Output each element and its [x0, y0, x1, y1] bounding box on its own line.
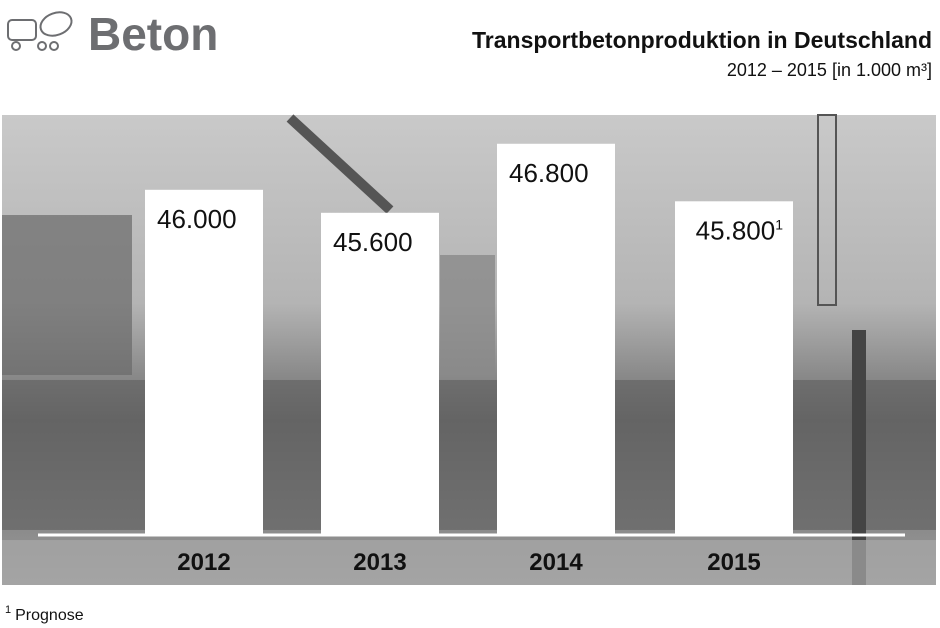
footnote-marker: 1 [5, 604, 11, 616]
chart-subtitle: 2012 – 2015 [in 1.000 m³] [727, 60, 932, 80]
bar [675, 201, 793, 535]
value-label-text: 45.600 [333, 227, 413, 257]
x-tick-label: 2013 [353, 549, 406, 576]
value-label-text: 46.800 [509, 158, 589, 188]
x-tick-label: 2012 [177, 549, 230, 576]
x-tick-label: 2015 [707, 549, 760, 576]
background-photo [2, 114, 936, 585]
bar [497, 143, 615, 535]
logo-text: Beton [88, 8, 218, 60]
logo: Beton [7, 8, 218, 60]
footnote: 1 Prognose [5, 604, 84, 624]
chart-title: Transportbetonproduktion in Deutschland [472, 27, 932, 53]
value-label: 45.600 [333, 227, 413, 257]
value-label: 45.8001 [696, 215, 784, 245]
footnote-text: Prognose [15, 607, 84, 624]
value-label-text: 46.000 [157, 204, 237, 234]
value-label: 46.800 [509, 158, 589, 188]
value-label: 46.000 [157, 204, 237, 234]
x-tick-label: 2014 [529, 549, 583, 576]
value-label-note: 1 [775, 216, 783, 232]
value-label-text: 45.800 [696, 215, 776, 245]
bar [321, 212, 439, 535]
bar [145, 189, 263, 535]
